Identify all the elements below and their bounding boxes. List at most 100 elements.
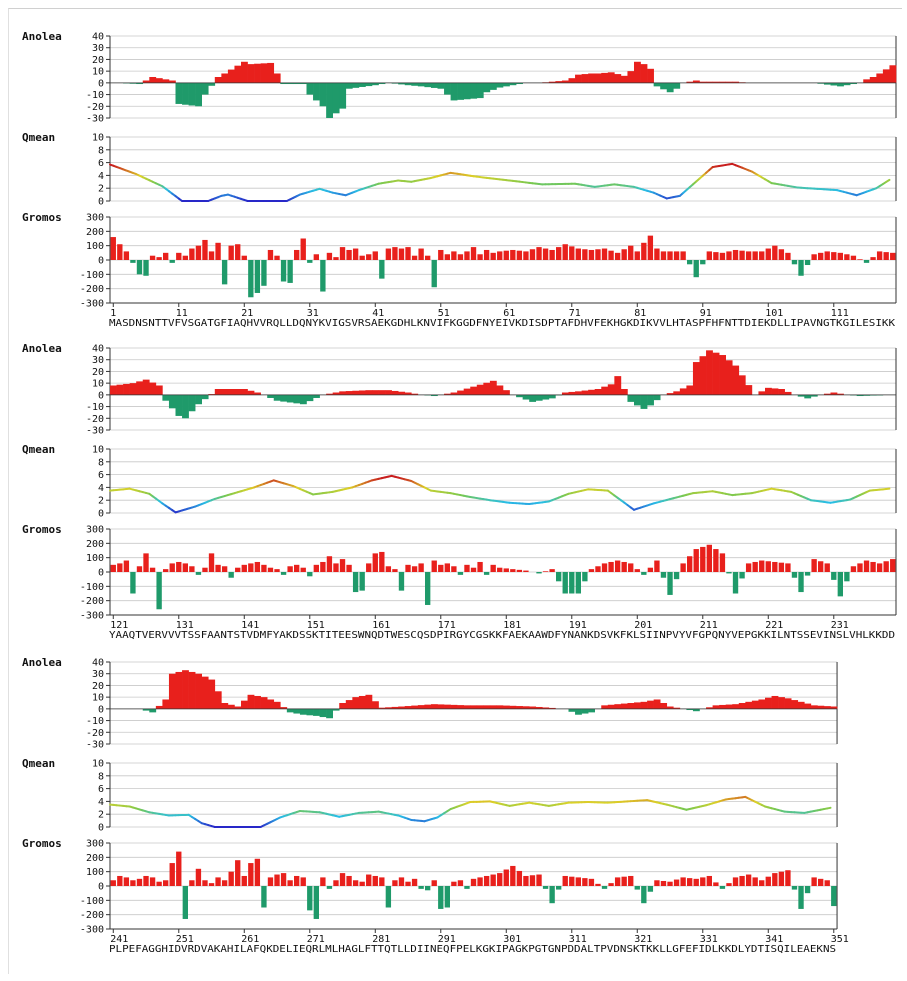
gromos-bar xyxy=(739,572,745,579)
gromos-bar xyxy=(706,251,712,260)
anolea-bar xyxy=(188,394,196,412)
gromos-bar xyxy=(582,878,588,886)
gromos-bar xyxy=(287,260,293,283)
gromos-bar xyxy=(660,251,667,260)
gromos-bar xyxy=(837,252,843,260)
gromos-bar xyxy=(634,251,640,260)
gromos-bar xyxy=(818,878,824,886)
position-label: 291 xyxy=(438,934,456,945)
anolea-bar xyxy=(791,700,799,709)
position-label: 241 xyxy=(110,934,128,945)
gromos-bar xyxy=(405,881,411,886)
gromos-bar xyxy=(438,564,444,572)
position-label: 331 xyxy=(700,934,718,945)
gromos-bar xyxy=(634,569,640,572)
gromos-bar xyxy=(163,569,169,572)
gromos-bar xyxy=(883,561,889,572)
gromos-tick-label: 200 xyxy=(86,853,104,864)
qmean-tick-label: 6 xyxy=(98,158,104,169)
gromos-bar xyxy=(110,880,116,886)
gromos-bar xyxy=(778,871,785,886)
anolea-bar xyxy=(306,82,314,95)
gromos-bar xyxy=(693,260,699,278)
anolea-bar xyxy=(299,394,307,405)
gromos-bar xyxy=(457,880,464,886)
anolea-bar xyxy=(365,82,373,87)
gromos-bar xyxy=(713,252,719,260)
anolea-bar xyxy=(555,81,563,83)
anolea-bar xyxy=(568,391,576,395)
anolea-bar xyxy=(175,671,183,709)
gromos-bar xyxy=(359,572,365,591)
anolea-bar xyxy=(660,703,668,709)
anolea-bar xyxy=(509,705,517,709)
gromos-tick-label: -300 xyxy=(80,299,104,310)
anolea-bar xyxy=(581,390,589,395)
gromos-bar xyxy=(700,260,706,265)
gromos-bar xyxy=(130,880,136,886)
gromos-bar xyxy=(221,260,228,285)
gromos-bar xyxy=(595,883,601,886)
anolea-bar xyxy=(457,82,464,100)
qmean-panel-label: Qmean xyxy=(22,443,55,456)
gromos-bar xyxy=(451,251,457,260)
position-label: 261 xyxy=(241,934,259,945)
gromos-bar xyxy=(130,572,136,594)
gromos-bar xyxy=(438,249,444,260)
anolea-bar xyxy=(810,394,818,397)
gromos-bar xyxy=(621,249,627,260)
gromos-bar xyxy=(870,561,876,572)
anolea-bar xyxy=(876,73,884,83)
gromos-bar xyxy=(333,563,339,572)
anolea-bar xyxy=(424,704,432,709)
gromos-bar xyxy=(392,247,398,260)
anolea-bar xyxy=(168,673,176,709)
position-label: 11 xyxy=(176,308,188,319)
gromos-bar xyxy=(398,248,405,260)
gromos-bar xyxy=(470,878,477,886)
gromos-bar xyxy=(477,561,483,572)
gromos-bar xyxy=(542,248,549,260)
gromos-bar xyxy=(339,873,346,886)
gromos-bar xyxy=(254,858,261,886)
position-label: 51 xyxy=(438,308,450,319)
gromos-bar xyxy=(647,886,654,892)
gromos-bar xyxy=(392,569,398,572)
gromos-bar xyxy=(556,886,562,890)
gromos-bar xyxy=(320,877,326,886)
anolea-bar xyxy=(634,394,641,406)
gromos-bar xyxy=(444,886,450,908)
gromos-bar xyxy=(536,874,542,886)
gromos-bar xyxy=(300,238,306,260)
gromos-bar xyxy=(549,569,555,572)
gromos-bar xyxy=(791,886,798,890)
gromos-bar xyxy=(208,251,215,260)
gromos-bar xyxy=(326,886,333,889)
gromos-bar xyxy=(745,251,752,260)
anolea-bar xyxy=(568,708,576,712)
anolea-bar xyxy=(489,82,497,90)
anolea-bar xyxy=(797,394,805,397)
gromos-bar xyxy=(719,553,726,572)
gromos-bar xyxy=(745,874,752,886)
anolea-bar xyxy=(332,82,340,114)
anolea-bar xyxy=(699,356,707,395)
anolea-panel-label: Anolea xyxy=(22,342,62,355)
gromos-bar xyxy=(837,572,843,597)
gromos-bar xyxy=(791,260,798,265)
anolea-bar xyxy=(136,381,144,395)
anolea-bar xyxy=(430,394,438,397)
qmean-tick-label: 4 xyxy=(98,171,104,182)
anolea-bar xyxy=(358,695,366,709)
gromos-bar xyxy=(497,873,503,886)
anolea-bar xyxy=(123,383,130,395)
position-label: 71 xyxy=(569,308,581,319)
anolea-bar xyxy=(404,706,412,709)
gromos-bar xyxy=(313,886,319,919)
anolea-bar xyxy=(463,388,471,395)
position-label: 311 xyxy=(569,934,587,945)
gromos-bar xyxy=(248,863,254,886)
position-label: 281 xyxy=(372,934,390,945)
anolea-bar xyxy=(365,390,373,395)
